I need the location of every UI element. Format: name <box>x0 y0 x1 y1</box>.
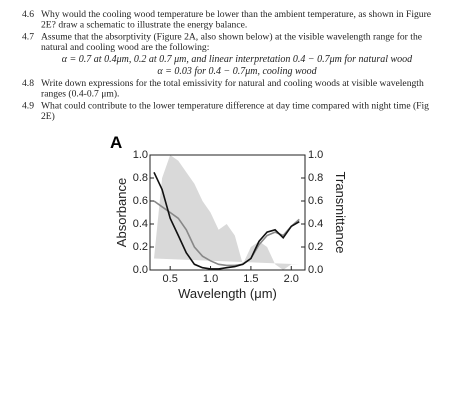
question-text: 2E? draw a schematic to illustrate the e… <box>41 20 247 31</box>
y2-tick-label: 0.6 <box>308 195 323 207</box>
y-tick-label: 0.6 <box>133 195 148 207</box>
area <box>154 155 300 270</box>
panel-label: A <box>110 133 122 152</box>
y2-axis-label: Transmittance <box>333 172 348 254</box>
y2-tick-label: 0.8 <box>308 172 323 184</box>
line <box>153 171 300 270</box>
question-text: Why would the cooling wood temperature b… <box>41 9 431 20</box>
x-tick-label: 2.0 <box>284 273 299 285</box>
question-text: Write down expressions for the total emi… <box>41 78 424 89</box>
y-tick-label: 0.8 <box>133 172 148 184</box>
y-tick-label: 0.2 <box>133 241 148 253</box>
x-tick-label: 1.5 <box>243 273 258 285</box>
question-text: natural and cooling wood are the followi… <box>41 42 209 53</box>
y-tick-label: 0.0 <box>133 264 148 276</box>
equation: α = 0.7 at 0.4μm, 0.2 at 0.7 μm, and lin… <box>62 54 413 65</box>
x-tick-label: 1.0 <box>203 273 218 285</box>
question-text: 2E) <box>41 111 55 122</box>
question-text: What could contribute to the lower tempe… <box>41 101 429 112</box>
y2-tick-label: 1.0 <box>308 149 323 161</box>
y2-tick-label: 0.4 <box>308 218 323 230</box>
question-text: ranges (0.4-0.7 μm). <box>41 89 119 100</box>
y2-tick-label: 0.2 <box>308 241 323 253</box>
y-axis-label: Absorbance <box>114 178 129 247</box>
y2-tick-label: 0.0 <box>308 264 323 276</box>
y-tick-label: 1.0 <box>133 149 148 161</box>
line <box>153 200 300 267</box>
question-number: 4.6 <box>22 9 34 20</box>
plot-frame <box>149 154 306 271</box>
question-number: 4.7 <box>22 32 34 43</box>
y-tick-label: 0.4 <box>133 218 148 230</box>
x-tick-label: 0.5 <box>163 273 178 285</box>
question-number: 4.8 <box>22 78 34 89</box>
x-axis-label: Wavelength (μm) <box>178 286 277 301</box>
equation: α = 0.03 for 0.4 − 0.7μm, cooling wood <box>157 66 317 77</box>
question-number: 4.9 <box>22 101 34 112</box>
question-text: Assume that the absorptivity (Figure 2A,… <box>41 32 422 43</box>
